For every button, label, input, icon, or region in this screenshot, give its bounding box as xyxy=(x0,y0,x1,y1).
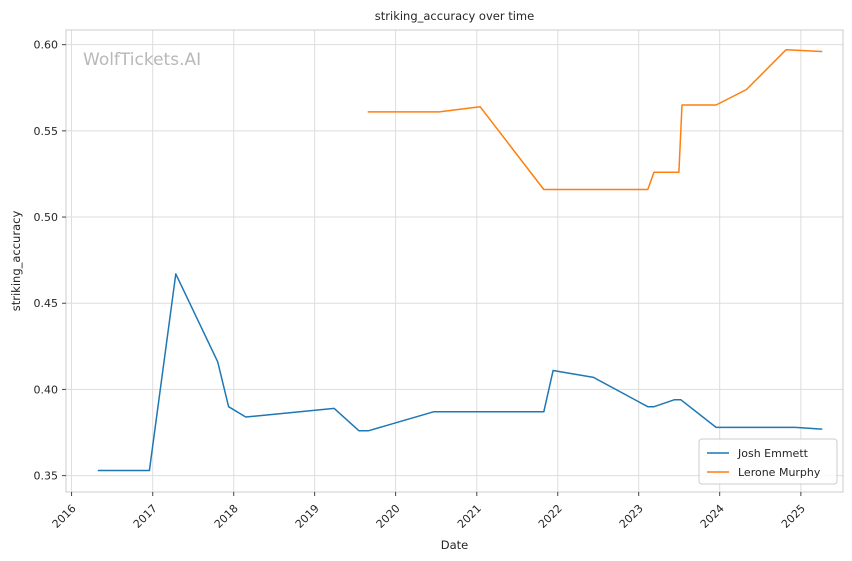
watermark-text: WolfTickets.AI xyxy=(83,50,201,70)
plot-frame xyxy=(65,29,844,493)
chart-title: striking_accuracy over time xyxy=(375,9,534,23)
legend-label-lerone-murphy: Lerone Murphy xyxy=(738,466,821,479)
y-tick-label: 0.50 xyxy=(34,211,59,224)
x-axis-title: Date xyxy=(441,538,469,552)
series-lines xyxy=(97,49,823,472)
y-axis-title: striking_accuracy xyxy=(9,211,23,312)
y-tick-label: 0.60 xyxy=(34,39,59,52)
series-line-josh-emmett xyxy=(97,273,823,472)
series-line-lerone-murphy xyxy=(367,49,823,191)
y-tick-label: 0.55 xyxy=(34,125,59,138)
y-tick-label: 0.35 xyxy=(34,470,59,483)
y-tick-label: 0.45 xyxy=(34,297,59,310)
y-tick-label: 0.40 xyxy=(34,383,59,396)
legend-label-josh-emmett: Josh Emmett xyxy=(737,447,809,460)
legend: Josh Emmett Lerone Murphy xyxy=(698,438,838,485)
legend-box xyxy=(698,438,838,485)
